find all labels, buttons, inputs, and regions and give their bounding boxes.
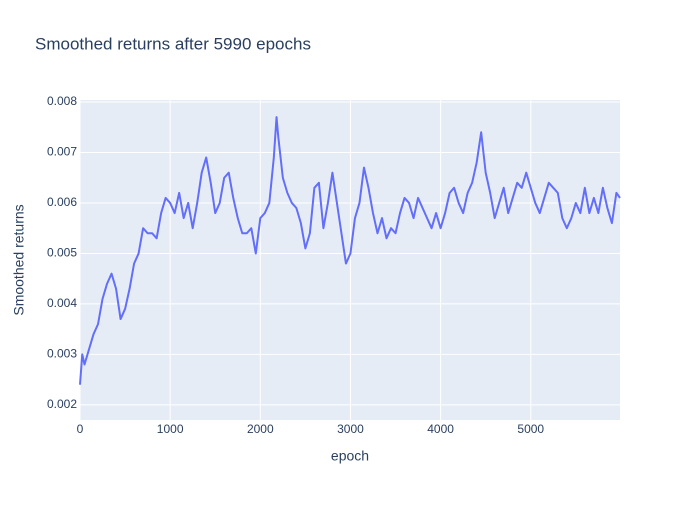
y-tick-label: 0.005: [47, 246, 77, 260]
y-tick-label: 0.003: [47, 347, 77, 361]
y-tick-label: 0.008: [47, 94, 77, 108]
y-tick-label: 0.002: [47, 397, 77, 411]
x-tick-label: 5000: [517, 422, 544, 436]
x-tick-label: 2000: [247, 422, 274, 436]
chart-title: Smoothed returns after 5990 epochs: [35, 34, 311, 53]
y-tick-label: 0.007: [47, 145, 77, 159]
y-axis-label: Smoothed returns: [11, 204, 27, 315]
x-tick-label: 1000: [157, 422, 184, 436]
y-tick-label: 0.006: [47, 195, 77, 209]
x-axis-label: epoch: [331, 448, 369, 464]
x-tick-label: 4000: [427, 422, 454, 436]
x-tick-label: 3000: [337, 422, 364, 436]
y-tick-label: 0.004: [47, 296, 77, 310]
data-line: [79, 116, 621, 385]
x-tick-label: 0: [77, 422, 84, 436]
